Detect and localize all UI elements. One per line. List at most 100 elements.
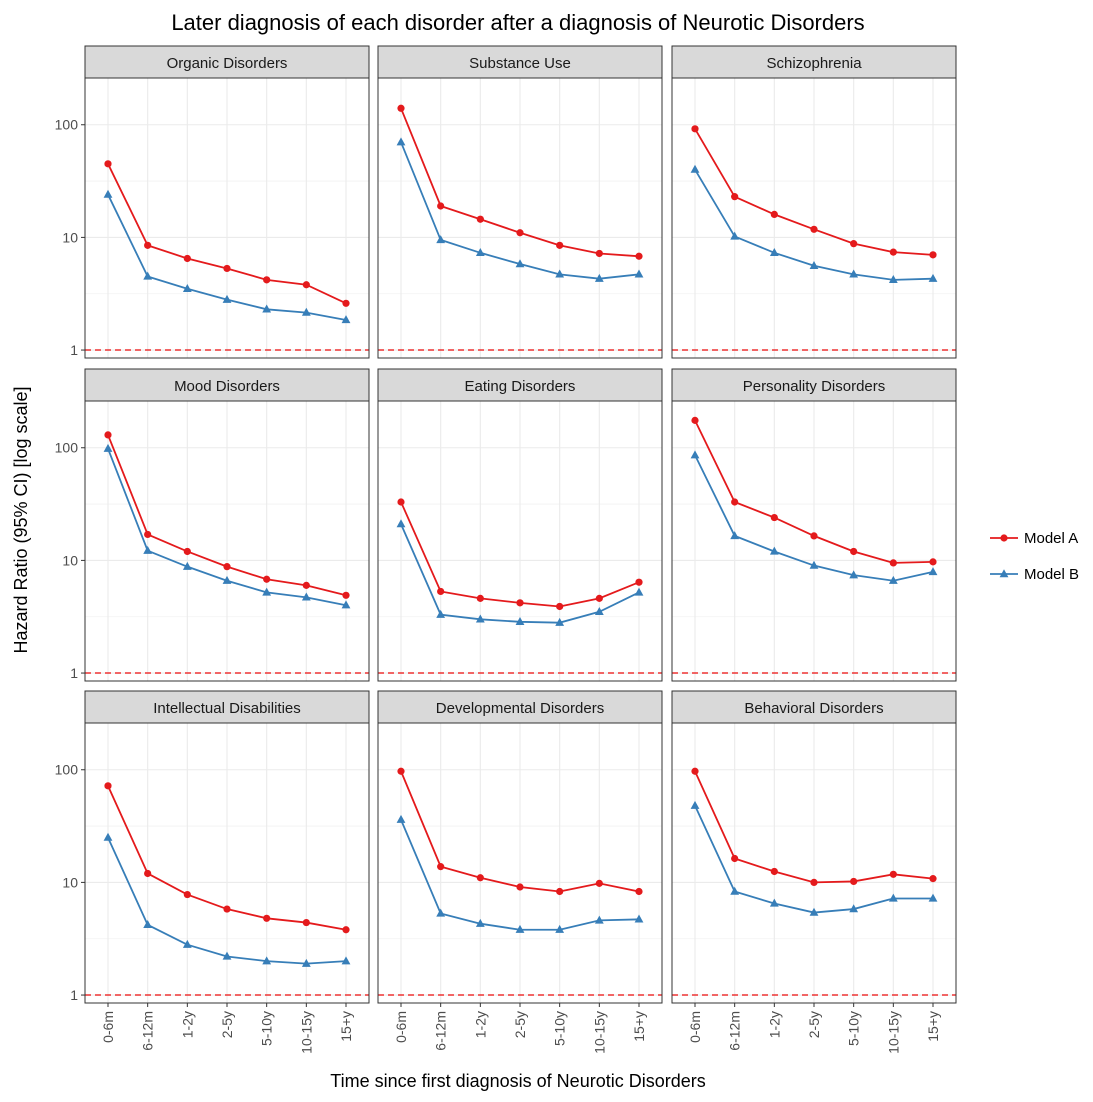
data-point-model-b — [475, 918, 485, 927]
y-tick-label: 10 — [62, 229, 78, 245]
data-point-model-b — [436, 235, 446, 244]
panel-border — [377, 400, 663, 682]
data-point-model-a — [850, 240, 858, 248]
data-point-model-b — [143, 545, 153, 554]
panel-8: Behavioral Disorders 0-6m 6-12m 1-2y 2-5y 5-1… — [671, 690, 957, 1054]
panel-6: Intellectual Disabilities 1 10 100 0-6m 6-12m… — [55, 690, 370, 1054]
data-point-model-a — [770, 513, 778, 522]
data-point-model-b — [436, 609, 446, 618]
data-point-model-a — [691, 125, 699, 133]
data-point-model-a — [770, 867, 778, 876]
legend-label: Model B — [1024, 566, 1079, 583]
data-point-model-b — [730, 531, 740, 540]
panel-border — [84, 77, 370, 359]
data-point-model-a — [437, 863, 445, 871]
data-point-model-a — [476, 594, 484, 602]
data-point-model-a — [810, 225, 818, 233]
data-point-model-a — [810, 532, 818, 540]
legend-marker-model-a — [1000, 534, 1008, 542]
panel-5: Personality Disorders — [671, 368, 957, 682]
x-tick-label: 10-15y — [591, 1011, 607, 1054]
panel-title: Intellectual Disabilities — [153, 700, 301, 717]
x-tick-label: 10-15y — [298, 1011, 314, 1054]
data-point-model-b — [182, 561, 192, 570]
data-point-model-b — [888, 275, 898, 284]
data-point-model-a — [342, 926, 350, 934]
data-point-model-a — [595, 249, 603, 258]
data-point-model-b — [928, 567, 938, 576]
data-point-model-b — [769, 247, 779, 256]
panel-strip — [671, 45, 957, 79]
data-point-model-a — [144, 530, 152, 539]
data-point-model-b — [143, 271, 153, 280]
data-point-model-b — [341, 315, 351, 324]
x-tick-label: 2-5y — [512, 1011, 528, 1038]
data-point-model-a — [144, 869, 152, 878]
data-point-model-a — [397, 767, 405, 775]
data-point-model-a — [263, 276, 271, 284]
data-point-model-a — [104, 431, 112, 439]
data-point-model-a — [929, 251, 937, 259]
data-point-model-a — [302, 581, 310, 589]
data-point-model-b — [436, 908, 446, 917]
data-point-model-b — [809, 560, 819, 569]
panel-border — [377, 77, 663, 359]
y-tick-label: 1 — [70, 665, 78, 681]
legend-label: Model A — [1024, 530, 1078, 547]
panel-border — [671, 77, 957, 359]
data-point-model-b — [396, 814, 406, 823]
data-point-model-b — [690, 164, 700, 173]
data-point-model-b — [143, 920, 153, 929]
data-point-model-a — [342, 591, 350, 599]
data-point-model-a — [263, 914, 271, 922]
data-point-model-b — [103, 189, 113, 198]
data-point-model-b — [515, 924, 525, 933]
x-tick-label: 0-6m — [393, 1011, 409, 1043]
panel-3: Mood Disorders 1 10 100 — [55, 368, 370, 682]
data-point-model-a — [556, 887, 564, 896]
data-point-model-a — [223, 264, 231, 273]
legend: Model A Model B — [990, 530, 1079, 583]
x-tick-label: 10-15y — [885, 1011, 901, 1054]
x-tick-label: 6-12m — [727, 1011, 743, 1051]
data-point-model-a — [183, 890, 191, 899]
data-point-model-b — [262, 956, 272, 965]
data-point-model-b — [301, 592, 311, 601]
data-point-model-a — [850, 877, 858, 886]
data-point-model-a — [476, 874, 484, 882]
data-point-model-b — [555, 269, 565, 278]
panel-title: Organic Disorders — [167, 55, 288, 72]
data-point-model-b — [515, 259, 525, 268]
data-point-model-b — [928, 893, 938, 902]
x-tick-label: 6-12m — [433, 1011, 449, 1051]
panel-2: Schizophrenia — [671, 45, 957, 359]
data-point-model-b — [515, 617, 525, 626]
x-tick-label: 1-2y — [766, 1011, 782, 1038]
data-point-model-a — [302, 918, 310, 927]
data-point-model-a — [635, 887, 643, 896]
x-tick-label: 15+y — [925, 1011, 941, 1042]
data-point-model-a — [635, 252, 643, 260]
data-point-model-a — [691, 767, 699, 775]
data-point-model-b — [730, 886, 740, 895]
data-point-model-a — [437, 587, 445, 596]
x-tick-label: 2-5y — [219, 1011, 235, 1038]
data-point-model-b — [222, 294, 232, 303]
data-point-model-b — [341, 600, 351, 609]
data-point-model-a — [731, 854, 739, 863]
panel-title: Substance Use — [469, 55, 571, 72]
data-point-model-a — [223, 563, 231, 571]
x-tick-label: 0-6m — [687, 1011, 703, 1043]
panel-7: Developmental Disorders 0-6m 6-12m 1-2y 2-5y… — [377, 690, 663, 1054]
x-tick-label: 2-5y — [806, 1011, 822, 1038]
data-point-model-a — [437, 202, 445, 210]
data-point-model-a — [397, 104, 405, 112]
panel-4: Eating Disorders — [377, 368, 663, 682]
data-point-model-b — [475, 247, 485, 256]
data-point-model-a — [595, 594, 603, 602]
y-tick-label: 100 — [55, 117, 79, 133]
data-point-model-a — [556, 241, 564, 249]
panel-1: Substance Use — [377, 45, 663, 359]
